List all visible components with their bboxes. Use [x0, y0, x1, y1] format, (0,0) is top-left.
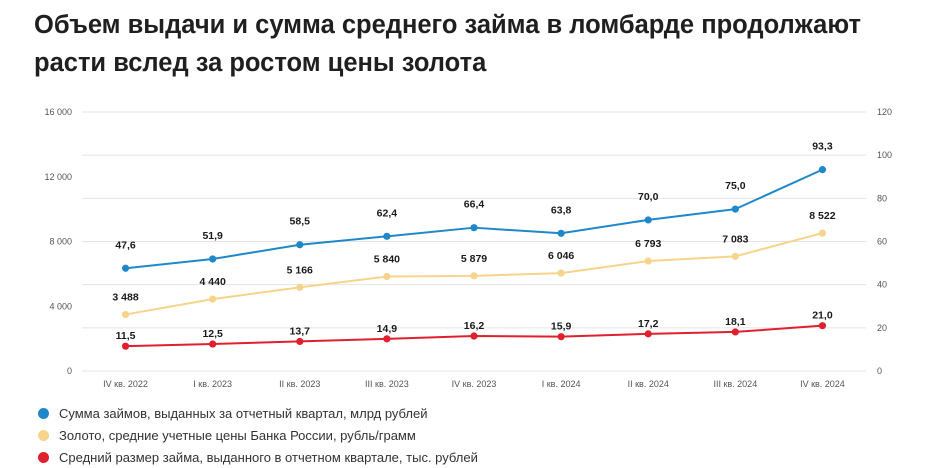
data-label: 75,0	[725, 180, 746, 192]
left-axis-tick-label: 12 000	[44, 172, 72, 182]
right-axis-tick-label: 80	[877, 193, 887, 203]
data-label: 17,2	[638, 318, 659, 330]
data-label: 93,3	[812, 141, 833, 153]
data-point	[818, 166, 827, 174]
data-label: 16,2	[464, 320, 485, 332]
data-point	[557, 229, 565, 237]
x-axis-tick-label: I кв. 2024	[542, 379, 581, 389]
data-label: 70,0	[638, 191, 659, 203]
data-point	[209, 340, 217, 348]
legend-label-loans: Сумма займов, выданных за отчетный кварт…	[59, 405, 428, 421]
data-label: 5 840	[374, 253, 400, 265]
data-point	[470, 332, 478, 340]
data-label: 21,0	[812, 310, 833, 322]
data-label: 58,5	[290, 216, 311, 228]
right-axis-tick-label: 40	[877, 280, 887, 290]
data-point	[121, 310, 130, 319]
left-axis-tick-label: 16 000	[44, 107, 72, 117]
left-axis-tick-label: 8 000	[49, 237, 72, 247]
x-axis-tick-label: III кв. 2023	[365, 379, 409, 389]
left-axis-tick-label: 0	[67, 366, 72, 376]
legend-item-gold: Золото, средние учетные цены Банка Росси…	[38, 424, 478, 446]
chart-title: Объем выдачи и сумма среднего займа в ло…	[34, 11, 861, 77]
x-axis-tick-label: I кв. 2023	[193, 379, 232, 389]
data-point	[818, 229, 827, 237]
data-label: 6 046	[548, 250, 574, 262]
data-label: 5 879	[461, 253, 487, 265]
data-point	[557, 269, 565, 277]
data-point	[731, 328, 739, 336]
data-label: 11,5	[116, 330, 136, 342]
data-point	[121, 264, 130, 272]
data-point	[470, 272, 478, 280]
data-label: 18,1	[725, 316, 746, 328]
data-point	[383, 232, 391, 240]
data-label: 63,8	[551, 204, 572, 216]
x-axis-tick-label: IV кв. 2024	[800, 379, 845, 389]
x-axis-tick-label: IV кв. 2022	[103, 379, 148, 389]
data-point	[731, 252, 739, 260]
x-axis-tick-label: IV кв. 2023	[452, 379, 497, 389]
data-point	[731, 205, 739, 213]
data-label: 66,4	[464, 199, 485, 211]
x-axis-tick-label: II кв. 2024	[628, 379, 669, 389]
data-label: 13,7	[290, 325, 311, 337]
data-label: 47,6	[115, 239, 136, 251]
data-label: 5 166	[287, 264, 313, 276]
legend-marker-loans	[38, 407, 49, 419]
data-point	[121, 342, 130, 350]
legend-item-avg-loan: Средний размер займа, выданного в отчетн…	[38, 446, 478, 468]
right-axis-tick-label: 20	[877, 323, 887, 333]
x-axis-tick-label: III кв. 2024	[713, 379, 757, 389]
data-label: 14,9	[377, 323, 398, 335]
data-point	[470, 224, 478, 232]
right-axis-tick-label: 100	[877, 150, 892, 160]
data-point	[818, 322, 827, 330]
right-axis-tick-label: 120	[877, 107, 892, 117]
data-point	[296, 241, 304, 249]
chart-plot: 0 4 000 8 000 12 000 16 000 0 20 40 60 80 100 120 IV…	[44, 107, 892, 389]
data-point	[383, 272, 391, 281]
legend-label-avg-loan: Средний размер займа, выданного в отчетн…	[59, 449, 478, 465]
right-axis-tick-label: 0	[877, 366, 882, 376]
data-point	[644, 330, 652, 338]
data-label: 7 083	[722, 233, 748, 245]
legend-label-gold: Золото, средние учетные цены Банка Росси…	[59, 427, 416, 443]
data-label: 6 793	[635, 238, 661, 250]
data-point	[644, 216, 652, 224]
data-point	[644, 257, 652, 265]
legend-item-loans: Сумма займов, выданных за отчетный кварт…	[38, 402, 478, 424]
data-point	[557, 333, 565, 341]
x-axis-tick-label: II кв. 2023	[279, 379, 320, 389]
chart-legend: Сумма займов, выданных за отчетный кварт…	[38, 402, 478, 468]
legend-marker-avg-loan	[38, 451, 49, 463]
right-axis-tick-label: 60	[877, 237, 887, 247]
data-label: 3 488	[112, 292, 138, 304]
data-point	[209, 295, 217, 303]
data-label: 4 440	[200, 276, 226, 288]
data-label: 12,5	[202, 328, 223, 340]
data-point	[296, 283, 304, 291]
data-point	[296, 337, 304, 346]
data-label: 62,4	[377, 207, 398, 219]
data-label: 8 522	[809, 210, 835, 222]
data-point	[383, 335, 391, 343]
data-label: 51,9	[202, 230, 223, 242]
data-label: 15,9	[551, 321, 572, 333]
left-axis-tick-label: 4 000	[49, 301, 72, 311]
data-point	[209, 255, 217, 263]
legend-marker-gold	[38, 429, 49, 441]
